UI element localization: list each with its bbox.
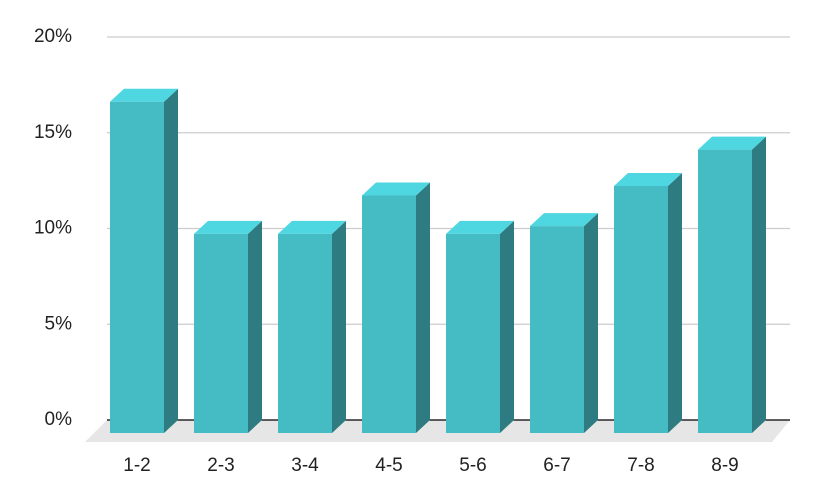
bar-side — [164, 88, 178, 433]
bar — [530, 213, 598, 433]
bar-side — [500, 220, 514, 433]
x-tick-label: 5-6 — [459, 455, 486, 476]
bar — [446, 220, 514, 433]
bar — [194, 220, 262, 433]
bar-side — [668, 172, 682, 433]
bar-side — [752, 136, 766, 433]
bar-top — [110, 88, 178, 102]
bar — [278, 220, 346, 433]
y-tick-label: 0% — [45, 409, 73, 430]
bar-top — [362, 182, 430, 196]
bar-top — [278, 220, 346, 234]
floor — [85, 420, 790, 442]
bar — [110, 88, 178, 433]
x-tick-label: 2-3 — [207, 455, 234, 476]
bar — [614, 172, 682, 433]
bar-front — [362, 195, 416, 433]
bar-front — [194, 233, 248, 433]
x-tick-label: 3-4 — [291, 455, 319, 476]
bar-top — [194, 220, 262, 234]
bar-top — [698, 136, 766, 150]
y-tick-label: 10% — [34, 218, 72, 239]
bar-front — [446, 233, 500, 433]
bar — [362, 182, 430, 433]
bar-front — [278, 233, 332, 433]
bar-front — [614, 185, 668, 433]
x-tick-label: 7-8 — [627, 455, 654, 476]
bar-side — [416, 182, 430, 433]
x-tick-label: 6-7 — [543, 455, 570, 476]
bar-top — [530, 213, 598, 227]
y-tick-label: 15% — [34, 122, 72, 143]
bar — [698, 136, 766, 433]
bar-front — [530, 226, 584, 433]
y-tick-label: 20% — [34, 26, 72, 47]
bar-front — [698, 149, 752, 433]
x-tick-label: 8-9 — [711, 455, 738, 476]
x-tick-label: 1-2 — [123, 455, 150, 476]
bar-top — [446, 220, 514, 234]
y-tick-label: 5% — [45, 313, 73, 334]
bar-front — [110, 101, 164, 433]
bar-top — [614, 172, 682, 186]
bar-side — [248, 220, 262, 433]
x-tick-label: 4-5 — [375, 455, 402, 476]
bar-side — [332, 220, 346, 433]
bar-side — [584, 213, 598, 433]
